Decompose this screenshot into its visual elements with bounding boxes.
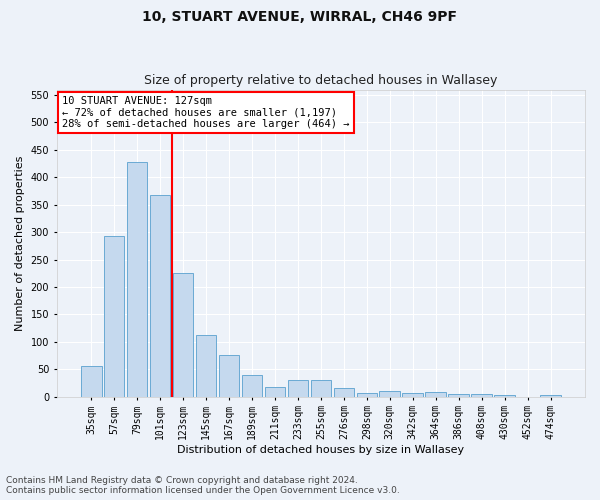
Bar: [287, 380, 308, 396]
Bar: [425, 392, 446, 396]
Bar: [218, 355, 239, 397]
Bar: [311, 380, 331, 396]
Bar: [150, 196, 170, 396]
Y-axis label: Number of detached properties: Number of detached properties: [15, 156, 25, 330]
Bar: [127, 162, 148, 396]
Bar: [334, 388, 354, 396]
Bar: [472, 394, 492, 396]
Bar: [403, 394, 423, 396]
Text: 10 STUART AVENUE: 127sqm
← 72% of detached houses are smaller (1,197)
28% of sem: 10 STUART AVENUE: 127sqm ← 72% of detach…: [62, 96, 350, 129]
Title: Size of property relative to detached houses in Wallasey: Size of property relative to detached ho…: [144, 74, 497, 87]
Bar: [541, 395, 561, 396]
Bar: [104, 236, 124, 396]
Bar: [173, 273, 193, 396]
X-axis label: Distribution of detached houses by size in Wallasey: Distribution of detached houses by size …: [178, 445, 464, 455]
Bar: [448, 394, 469, 396]
Bar: [242, 375, 262, 396]
Text: Contains HM Land Registry data © Crown copyright and database right 2024.
Contai: Contains HM Land Registry data © Crown c…: [6, 476, 400, 495]
Bar: [356, 394, 377, 396]
Bar: [81, 366, 101, 396]
Text: 10, STUART AVENUE, WIRRAL, CH46 9PF: 10, STUART AVENUE, WIRRAL, CH46 9PF: [143, 10, 458, 24]
Bar: [379, 391, 400, 396]
Bar: [265, 386, 285, 396]
Bar: [196, 334, 217, 396]
